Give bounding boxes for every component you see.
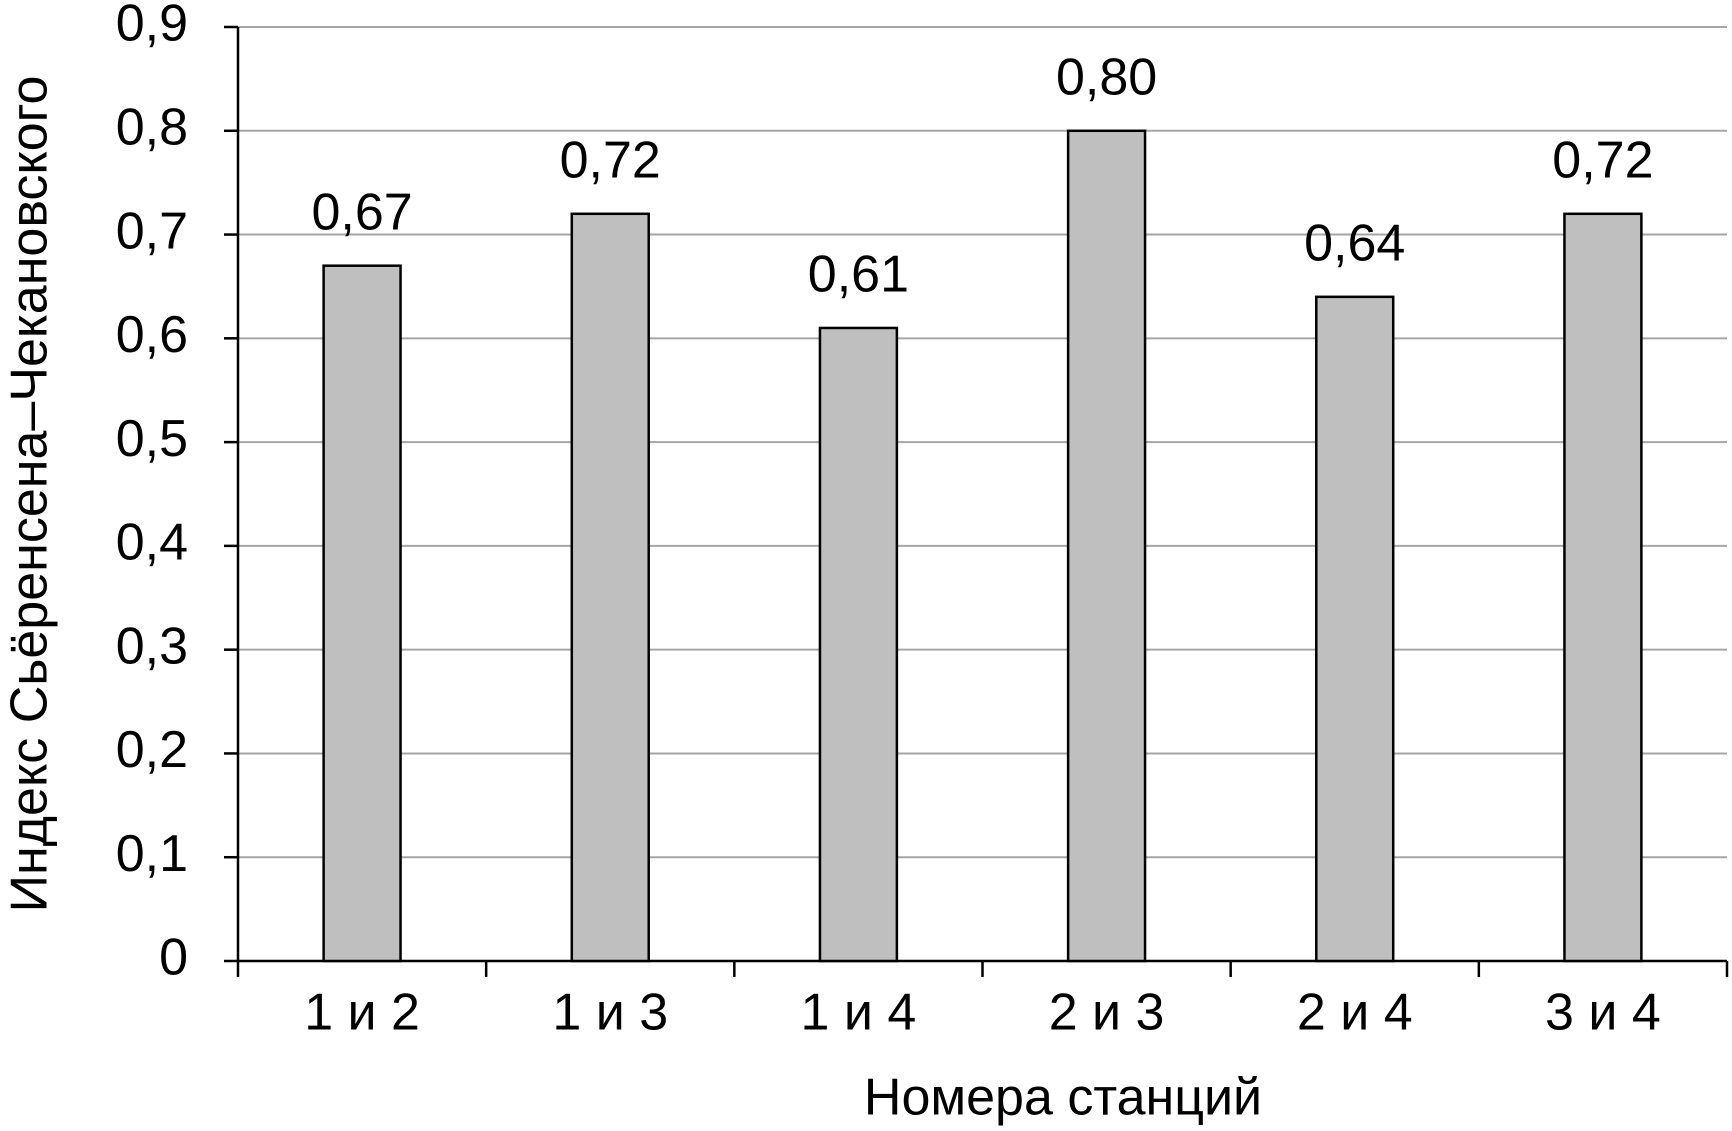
y-tick-label: 0,5 xyxy=(116,410,188,468)
y-tick-label: 0,3 xyxy=(116,617,188,675)
y-tick-label: 0,4 xyxy=(116,514,188,572)
data-label: 0,72 xyxy=(560,132,661,190)
x-tick-label: 1 и 3 xyxy=(552,984,668,1042)
bar xyxy=(1315,295,1395,963)
bar xyxy=(322,264,402,963)
y-tick-label: 0,7 xyxy=(116,202,188,260)
bar xyxy=(818,326,899,963)
y-axis-title: Индекс Сьёренсена–Чекановского xyxy=(1,76,59,913)
data-label: 0,64 xyxy=(1304,215,1405,273)
data-label: 0,80 xyxy=(1056,49,1157,107)
x-tick-label: 2 и 4 xyxy=(1297,984,1413,1042)
bar xyxy=(1563,212,1643,963)
bar xyxy=(570,212,650,963)
y-tick-label: 0,1 xyxy=(116,825,188,883)
x-axis-title: Номера станций xyxy=(864,1069,1262,1127)
x-tick-label: 1 и 4 xyxy=(801,984,917,1042)
x-tick-label: 3 и 4 xyxy=(1545,984,1661,1042)
data-label: 0,61 xyxy=(808,246,909,304)
y-tick-label: 0,6 xyxy=(116,306,188,364)
x-tick-label: 2 и 3 xyxy=(1049,984,1165,1042)
bar xyxy=(1066,129,1147,963)
y-tick-label: 0,8 xyxy=(116,99,188,157)
data-label: 0,72 xyxy=(1552,132,1653,190)
x-tick-label: 1 и 2 xyxy=(304,984,420,1042)
y-tick-label: 0,9 xyxy=(116,0,188,53)
y-tick-label: 0 xyxy=(159,929,188,987)
data-label: 0,67 xyxy=(311,183,412,241)
y-tick-label: 0,2 xyxy=(116,721,188,779)
